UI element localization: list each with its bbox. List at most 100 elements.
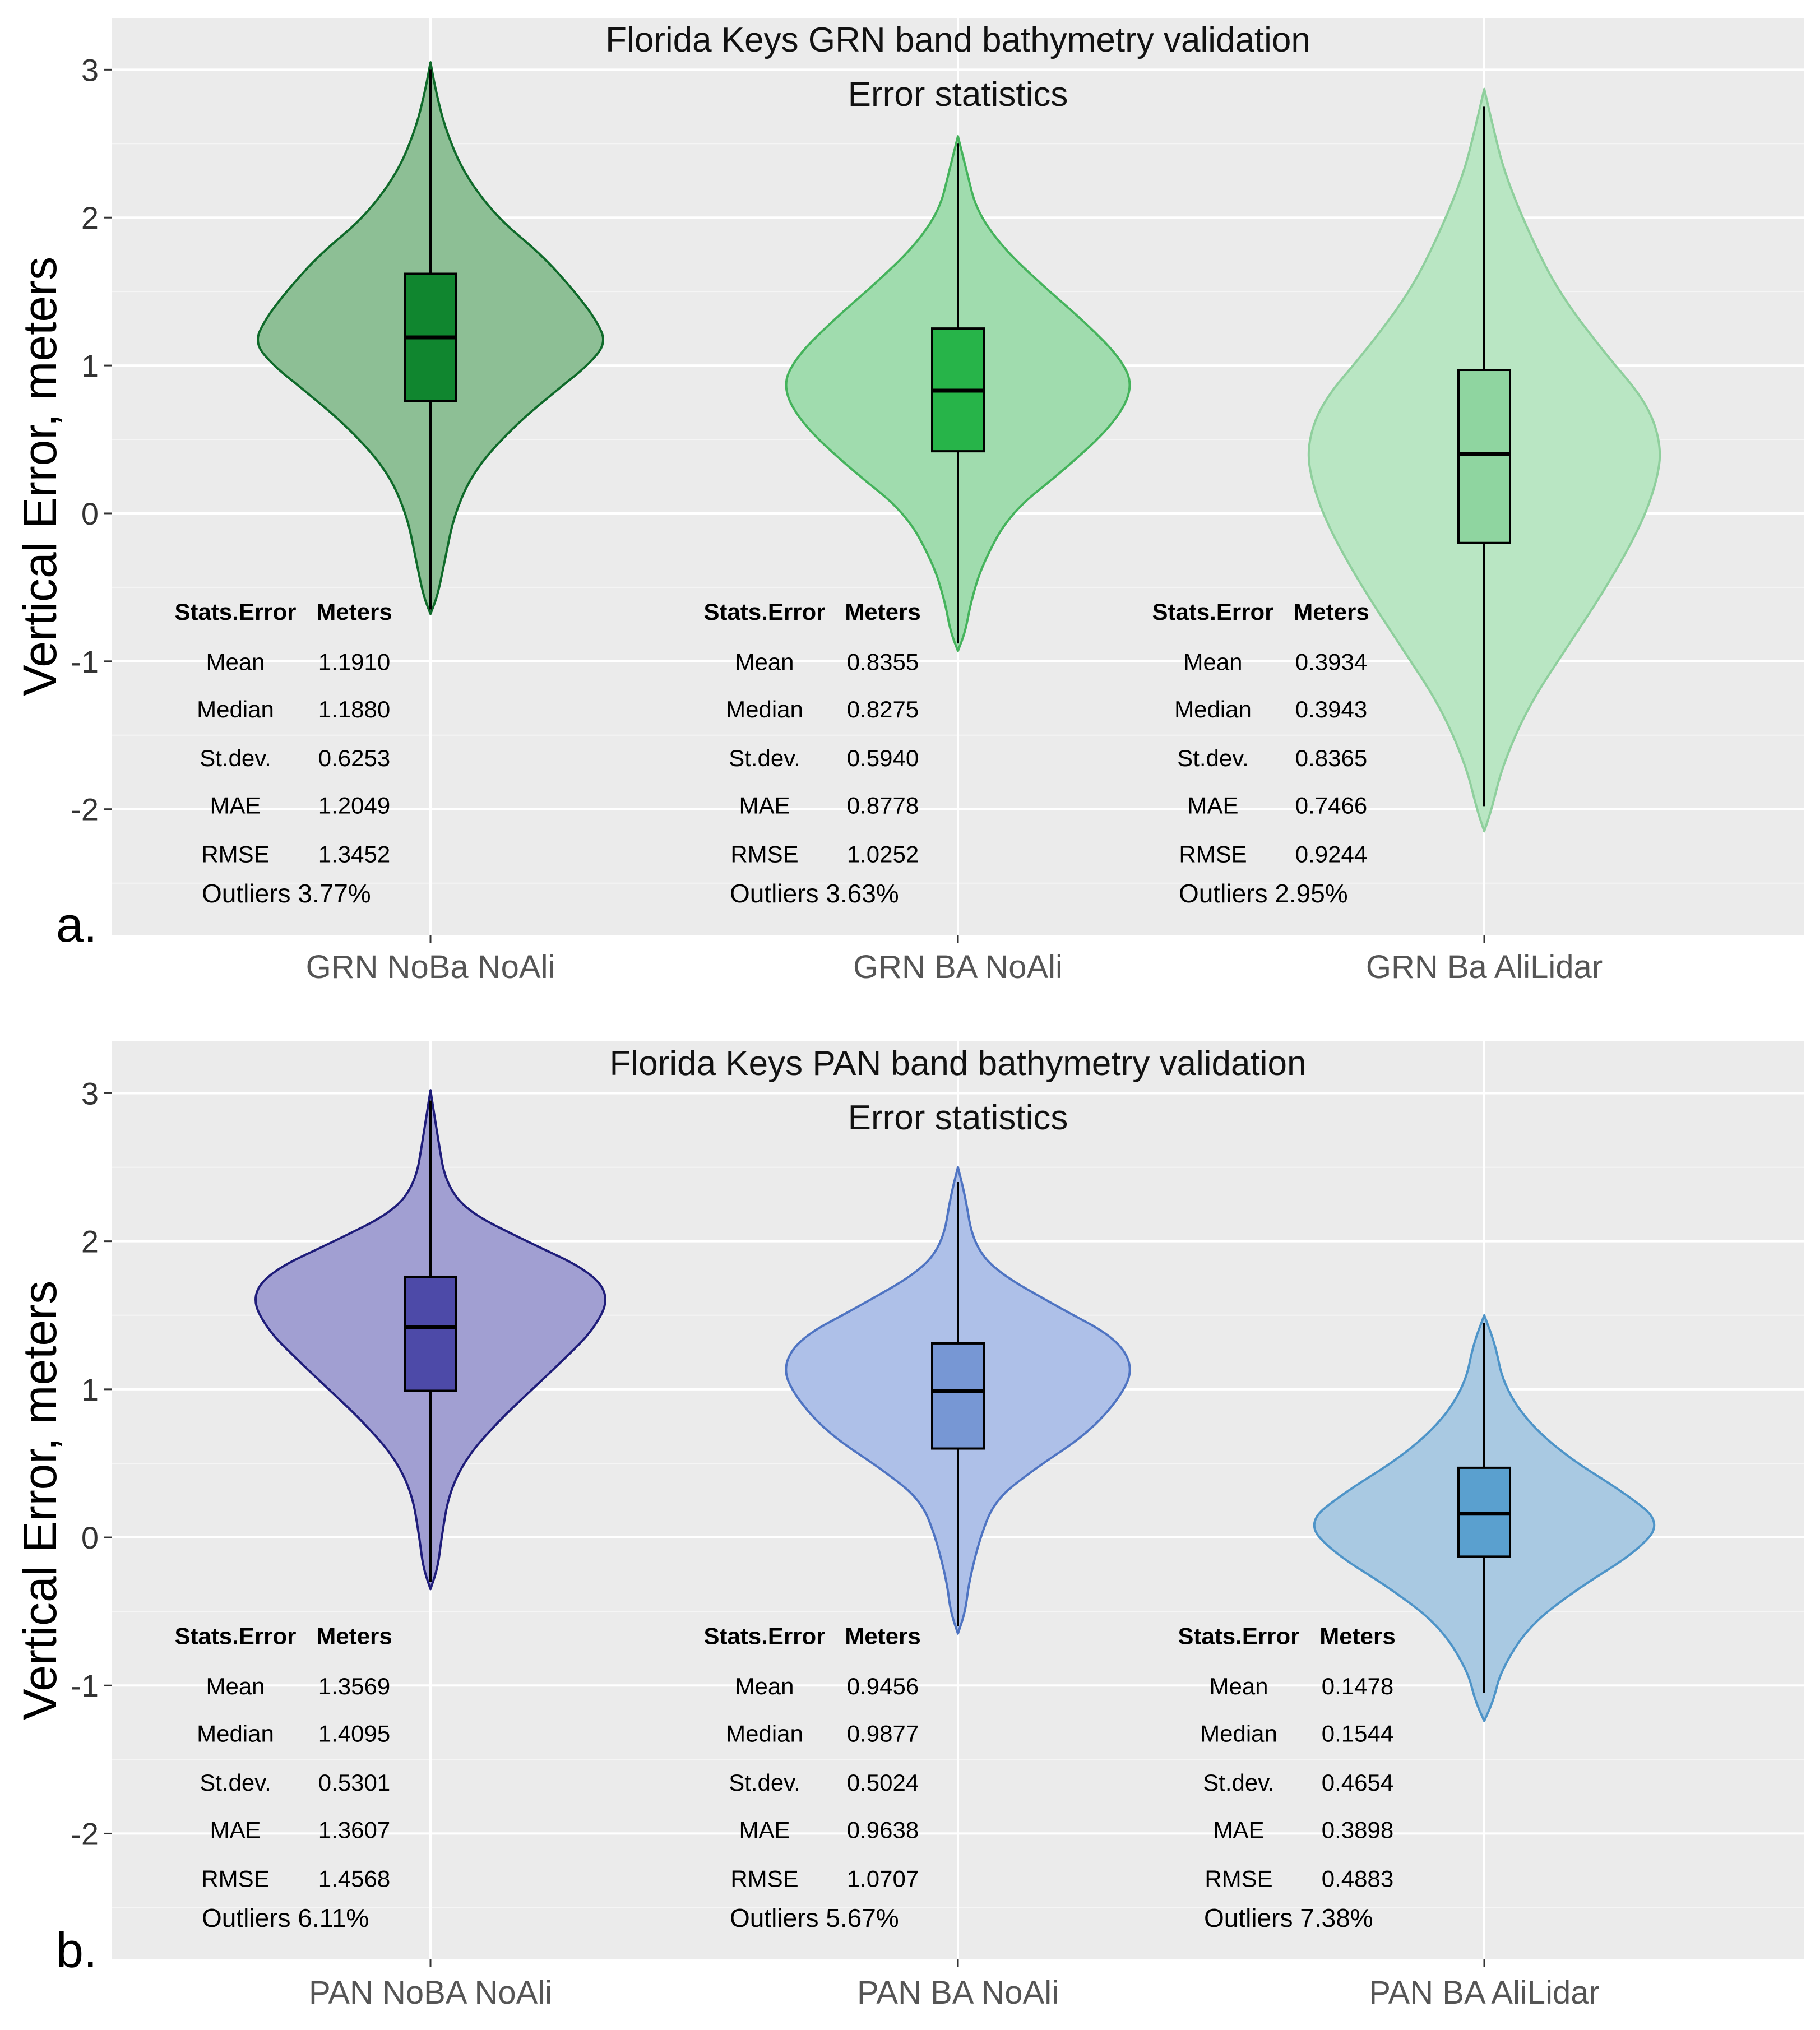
stats-row-label: Mean: [1209, 1673, 1268, 1699]
y-tick-label: 0: [81, 1520, 99, 1555]
stats-header-label: Stats.Error: [1152, 599, 1273, 625]
stats-table-3: Stats.Error Meters Mean 0.3934 Median 0.3943 S…: [1152, 599, 1369, 908]
stats-row-label: RMSE: [201, 841, 269, 868]
stats-row-value: 0.4883: [1322, 1866, 1393, 1892]
stats-row-label: MAE: [1187, 792, 1238, 819]
stats-row-value: 0.9244: [1295, 841, 1367, 868]
panel-letter: b.: [56, 1922, 97, 1978]
outliers-label: Outliers 6.11%: [202, 1903, 369, 1932]
x-tick-label: GRN BA NoAli: [853, 949, 1063, 985]
outliers-label: Outliers 7.38%: [1204, 1903, 1373, 1932]
stats-row-label: St.dev.: [1203, 1769, 1275, 1796]
stats-row-value: 0.9638: [847, 1816, 919, 1843]
stats-table-2: Stats.Error Meters Mean 0.8355 Median 0.8275 S…: [703, 599, 920, 908]
stats-row-value: 1.0707: [847, 1866, 919, 1892]
stats-header-label: Stats.Error: [174, 1623, 296, 1649]
stats-row-label: Mean: [1183, 649, 1242, 675]
outliers-label: Outliers 3.63%: [730, 879, 899, 908]
stats-row-value: 1.1910: [318, 649, 390, 675]
stats-row-label: MAE: [210, 792, 261, 819]
stats-row-label: Median: [197, 1721, 274, 1747]
chart-subtitle: Error statistics: [848, 1099, 1068, 1137]
stats-row-value: 1.4095: [318, 1721, 390, 1747]
stats-row-value: 1.4568: [318, 1866, 390, 1892]
stats-row-value: 0.1544: [1322, 1721, 1393, 1747]
stats-row-value: 0.3943: [1295, 696, 1367, 722]
box-2: [931, 1342, 985, 1450]
chart-title: Florida Keys GRN band bathymetry validat…: [605, 21, 1310, 59]
stats-header-label: Stats.Error: [1178, 1623, 1299, 1649]
stats-row-label: RMSE: [730, 1866, 798, 1892]
stats-row-value: 0.8355: [847, 649, 919, 675]
panel-a: Florida Keys GRN band bathymetry validat…: [13, 18, 1804, 985]
stats-row-value: 0.8365: [1295, 745, 1367, 771]
stats-header-label: Stats.Error: [703, 599, 825, 625]
stats-row-value: 0.8275: [847, 696, 919, 722]
stats-row-value: 0.3934: [1295, 649, 1367, 675]
x-tick-label: GRN Ba AliLidar: [1366, 949, 1603, 985]
y-tick-label: 0: [81, 496, 99, 531]
stats-header-value: Meters: [845, 1623, 920, 1649]
stats-row-value: 1.3607: [318, 1816, 390, 1843]
stats-table-3: Stats.Error Meters Mean 0.1478 Median 0.1544 S…: [1178, 1623, 1395, 1932]
stats-row-label: RMSE: [1205, 1866, 1272, 1892]
stats-row-value: 0.5940: [847, 745, 919, 771]
stats-row-value: 0.4654: [1322, 1769, 1393, 1796]
stats-row-value: 0.5024: [847, 1769, 919, 1796]
y-tick-label: -2: [71, 1816, 99, 1851]
stats-header-value: Meters: [316, 1623, 392, 1649]
box-3: [1457, 369, 1511, 544]
stats-header-value: Meters: [316, 599, 392, 625]
y-tick-label: -1: [71, 644, 99, 679]
y-tick-label: -2: [71, 792, 99, 827]
y-tick-label: 1: [81, 1372, 99, 1407]
stats-row-label: Median: [1200, 1721, 1277, 1747]
stats-table-1: Stats.Error Meters Mean 1.1910 Median 1.1880 S…: [174, 599, 392, 908]
stats-row-value: 0.6253: [318, 745, 390, 771]
y-tick-label: 3: [81, 52, 99, 87]
x-tick-label: PAN BA NoAli: [857, 1975, 1059, 2011]
y-tick-label: 2: [81, 1224, 99, 1259]
stats-row-label: Median: [726, 1721, 803, 1747]
stats-table-2: Stats.Error Meters Mean 0.9456 Median 0.9877 S…: [703, 1623, 920, 1932]
stats-row-label: Mean: [735, 649, 794, 675]
stats-row-value: 1.3569: [318, 1673, 390, 1699]
stats-row-label: MAE: [739, 1816, 790, 1843]
x-tick-label: GRN NoBa NoAli: [306, 949, 555, 985]
y-axis-label: Vertical Error, meters: [13, 257, 66, 696]
x-tick-label: PAN NoBA NoAli: [309, 1975, 552, 2011]
stats-row-value: 0.1478: [1322, 1673, 1393, 1699]
y-tick-label: 2: [81, 200, 99, 235]
stats-row-label: MAE: [739, 792, 790, 819]
y-tick-label: 1: [81, 348, 99, 383]
stats-row-value: 1.1880: [318, 696, 390, 722]
panel-b: Florida Keys PAN band bathymetry validat…: [13, 1041, 1804, 2011]
stats-row-value: 1.2049: [318, 792, 390, 819]
stats-row-label: St.dev.: [200, 1769, 271, 1796]
stats-row-label: St.dev.: [729, 1769, 800, 1796]
stats-header-label: Stats.Error: [703, 1623, 825, 1649]
y-tick-label: -1: [71, 1668, 99, 1703]
stats-row-label: St.dev.: [729, 745, 800, 771]
stats-row-value: 0.9456: [847, 1673, 919, 1699]
stats-row-label: Mean: [206, 1673, 265, 1699]
stats-row-value: 0.8778: [847, 792, 919, 819]
stats-row-label: Mean: [735, 1673, 794, 1699]
stats-row-label: MAE: [210, 1816, 261, 1843]
y-tick-label: 3: [81, 1076, 99, 1111]
x-tick-label: PAN BA AliLidar: [1369, 1975, 1600, 2011]
stats-row-value: 1.0252: [847, 841, 919, 868]
stats-row-label: St.dev.: [200, 745, 271, 771]
panel-letter: a.: [56, 897, 97, 952]
outliers-label: Outliers 2.95%: [1179, 879, 1348, 908]
stats-row-label: St.dev.: [1177, 745, 1249, 771]
chart-subtitle: Error statistics: [848, 75, 1068, 114]
box-1: [404, 1276, 457, 1392]
stats-row-label: MAE: [1213, 1816, 1264, 1843]
stats-row-label: Median: [1174, 696, 1252, 722]
stats-row-label: RMSE: [201, 1866, 269, 1892]
outliers-label: Outliers 3.77%: [202, 879, 371, 908]
stats-header-value: Meters: [1293, 599, 1369, 625]
stats-row-label: RMSE: [1179, 841, 1247, 868]
